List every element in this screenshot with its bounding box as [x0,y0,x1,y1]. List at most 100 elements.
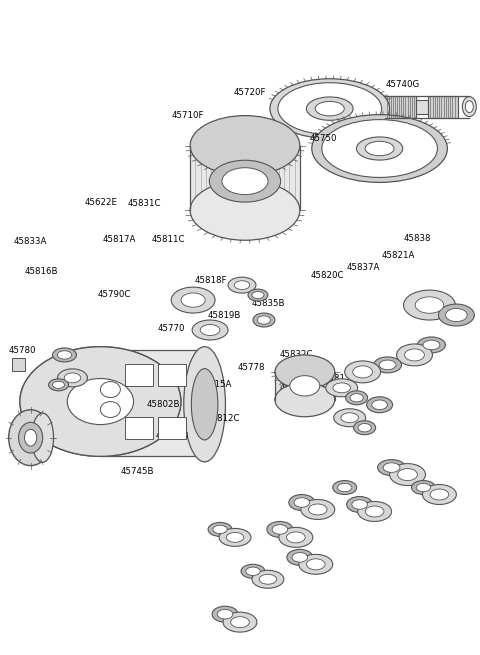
Ellipse shape [306,559,325,570]
Text: 45710F: 45710F [171,111,204,120]
Text: 45817A: 45817A [103,235,136,244]
Ellipse shape [279,527,313,548]
Ellipse shape [416,483,431,492]
Text: 45832C: 45832C [280,350,313,360]
Ellipse shape [372,400,387,409]
Ellipse shape [337,483,352,492]
Ellipse shape [181,293,205,307]
Ellipse shape [246,567,260,576]
Ellipse shape [358,502,392,521]
Ellipse shape [241,565,265,578]
Ellipse shape [192,369,218,440]
Ellipse shape [322,120,437,178]
Ellipse shape [346,391,368,405]
Ellipse shape [223,612,257,632]
Ellipse shape [378,460,406,476]
Text: 45740G: 45740G [385,80,420,89]
Text: 45816B: 45816B [24,267,58,276]
Ellipse shape [289,495,315,510]
Ellipse shape [32,413,54,462]
Text: 45820C: 45820C [311,271,344,280]
Text: 45819B: 45819B [208,311,241,320]
Ellipse shape [222,168,268,195]
Ellipse shape [354,421,376,435]
Ellipse shape [234,281,250,290]
Ellipse shape [252,291,264,299]
Ellipse shape [228,277,256,293]
Text: 45778: 45778 [237,364,265,373]
Ellipse shape [259,574,276,584]
Ellipse shape [379,360,396,369]
Ellipse shape [48,379,69,391]
Ellipse shape [231,616,249,627]
Ellipse shape [292,553,308,562]
Ellipse shape [326,379,358,397]
Ellipse shape [383,463,400,472]
Ellipse shape [252,571,284,588]
Ellipse shape [57,350,72,359]
Text: 45622E: 45622E [84,198,118,206]
Ellipse shape [373,357,402,373]
Polygon shape [100,350,209,457]
Text: 45812C: 45812C [206,415,240,423]
Ellipse shape [367,397,393,413]
Ellipse shape [190,116,300,176]
Text: 45770: 45770 [158,324,185,333]
Bar [429,96,458,118]
Ellipse shape [192,320,228,340]
Text: 45750: 45750 [310,134,337,143]
Ellipse shape [171,287,215,313]
Ellipse shape [345,361,381,383]
Ellipse shape [253,313,275,327]
Ellipse shape [100,382,120,398]
Text: 45818F: 45818F [195,276,228,285]
Ellipse shape [422,485,456,504]
Ellipse shape [208,523,232,536]
Ellipse shape [209,160,281,202]
Ellipse shape [24,429,37,446]
Ellipse shape [415,297,444,313]
Ellipse shape [294,498,310,507]
Ellipse shape [275,383,335,417]
Text: 45838: 45838 [403,234,431,242]
Ellipse shape [418,337,445,353]
Ellipse shape [465,101,473,113]
Ellipse shape [405,349,424,361]
Ellipse shape [396,344,432,366]
Ellipse shape [423,340,440,350]
Ellipse shape [430,489,449,500]
Bar [384,96,417,118]
Ellipse shape [301,500,335,519]
Ellipse shape [184,346,226,462]
Ellipse shape [275,355,335,389]
Ellipse shape [52,381,64,388]
Text: 45811C: 45811C [152,235,185,244]
Text: 45837A: 45837A [347,263,380,272]
Ellipse shape [19,422,43,453]
Bar [158,417,186,440]
Ellipse shape [353,366,372,378]
Ellipse shape [411,481,435,495]
Polygon shape [12,358,25,371]
Text: 45790C: 45790C [98,290,132,299]
Text: 45819B: 45819B [228,229,262,237]
Ellipse shape [404,290,456,320]
Ellipse shape [445,309,467,322]
Ellipse shape [267,521,293,537]
Ellipse shape [20,346,181,457]
Polygon shape [190,145,300,210]
Polygon shape [12,437,25,451]
Bar [125,364,153,386]
Ellipse shape [290,376,320,396]
Text: 45821A: 45821A [381,251,415,260]
Ellipse shape [315,102,344,116]
Ellipse shape [58,369,87,387]
Ellipse shape [257,316,271,324]
Ellipse shape [299,554,333,574]
Ellipse shape [333,383,350,393]
Text: 45815A: 45815A [198,381,232,390]
Text: 45812C: 45812C [280,383,313,392]
Text: 45745B: 45745B [156,431,189,440]
Ellipse shape [100,402,120,417]
Text: 45814: 45814 [106,400,133,409]
